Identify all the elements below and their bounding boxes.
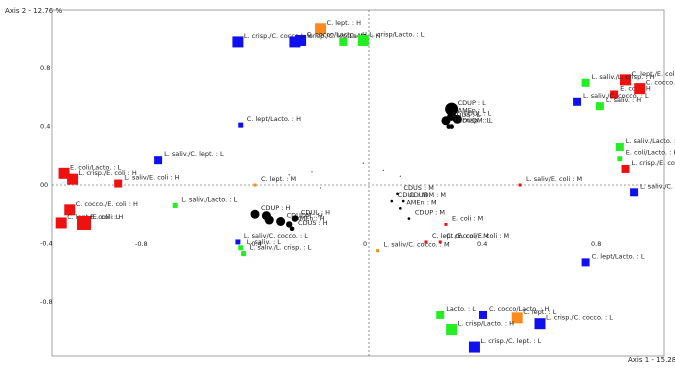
- data-point-circle: [251, 210, 260, 219]
- data-point-square: [241, 251, 246, 256]
- data-point-label: L. saliv./Lacto. : L: [181, 195, 237, 203]
- data-point-square: [582, 258, 590, 266]
- data-point-label: L. saliv/C. cocco. : M: [384, 241, 450, 249]
- data-point-label: L. crisp/Lacto. : H: [458, 320, 514, 328]
- speck: [289, 174, 290, 175]
- data-point-label: C. cocco./E. coli : H: [76, 200, 138, 208]
- data-point-label: Lacto. : L: [446, 305, 476, 313]
- data-point-label: CDUL : H: [301, 209, 330, 217]
- data-point-square: [622, 165, 630, 173]
- data-point-square: [596, 102, 604, 110]
- data-point-square: [617, 156, 622, 161]
- x-tick-label: 0.8: [591, 240, 601, 248]
- data-point-label: L. saliv./L. crisp. : L: [250, 244, 312, 252]
- data-point-circle: [391, 200, 394, 203]
- speck: [320, 187, 321, 188]
- data-point-square: [358, 35, 369, 46]
- data-point-square: [232, 36, 243, 47]
- data-point-label: L. crisp./E. coli : H: [79, 169, 137, 177]
- data-point-circle: [399, 207, 402, 210]
- data-point-circle: [441, 116, 450, 125]
- y-axis-title: Axis 2 - 12.76 %: [5, 7, 62, 15]
- data-point-square: [573, 98, 581, 106]
- data-point-label: L. saliv./C. lept. : H: [640, 182, 675, 190]
- data-point-label: L. crisp/Lacto. : L: [369, 30, 424, 38]
- data-point-label: L. saliv./C. lept. : L: [164, 150, 224, 158]
- speck: [363, 163, 364, 164]
- data-point-label: CDUDM : L: [458, 117, 493, 125]
- data-point-square: [67, 174, 78, 185]
- data-point-label: C. lept. : M: [261, 175, 296, 183]
- speck: [383, 170, 384, 171]
- data-point-label: AMEn : M: [406, 198, 436, 206]
- x-axis-title: Axis 1 - 15.28 %: [628, 356, 675, 364]
- data-point-square: [582, 79, 590, 87]
- data-point-label: L. saliv. : H: [606, 96, 641, 104]
- data-point-square: [77, 216, 91, 230]
- data-point-label: C. lept. : H: [327, 19, 362, 27]
- x-tick-label: 0.4: [477, 240, 487, 248]
- data-point-square: [519, 184, 522, 187]
- plot-frame: [52, 10, 664, 356]
- data-point-square: [446, 324, 457, 335]
- data-point-square: [479, 311, 487, 319]
- data-point-square: [238, 245, 243, 250]
- data-point-square: [436, 311, 444, 319]
- data-point-circle: [265, 216, 274, 225]
- data-point-square: [535, 318, 546, 329]
- data-point-label: L. crisp./C. cocco. : L: [546, 314, 613, 322]
- data-point-circle: [402, 200, 405, 203]
- data-point-label: C. lept/Lacto. : H: [247, 115, 301, 123]
- data-point-label: C. lept/Lacto. : L: [592, 252, 645, 260]
- y-tick-label: 0: [44, 181, 48, 189]
- y-tick-label: 0.4: [40, 123, 50, 131]
- y-tick-label: -0.4: [40, 239, 53, 247]
- data-point-square: [376, 249, 379, 252]
- data-point-circle: [408, 217, 411, 220]
- data-point-label: L. saliv./Lacto. : H: [626, 137, 675, 145]
- data-point-square: [254, 184, 257, 187]
- y-tick-label: -0.8: [40, 298, 53, 306]
- speck: [400, 176, 401, 177]
- data-point-label: E. coli : M: [452, 214, 483, 222]
- data-point-label: C. cocco./E. coli : M: [446, 232, 509, 240]
- data-point-square: [56, 217, 67, 228]
- data-point-circle: [290, 227, 295, 232]
- y-tick-label: 0.8: [40, 64, 50, 72]
- data-point-square: [339, 38, 347, 46]
- data-point-label: L. crisp./C. lept. : L: [480, 337, 541, 345]
- data-point-square: [444, 223, 447, 226]
- data-point-circle: [276, 217, 285, 226]
- data-point-label: E. coli/Lacto. : H: [626, 149, 675, 157]
- data-point-label: CDUP : M: [415, 209, 445, 217]
- x-tick-label: 0: [363, 240, 367, 248]
- data-point-square: [616, 143, 624, 151]
- data-point-label: E. coli : L: [90, 213, 120, 221]
- data-point-square: [289, 36, 300, 47]
- data-point-label: L. saliv/E. coli : M: [526, 175, 582, 183]
- x-tick-label: -0.8: [135, 240, 148, 248]
- speck: [311, 171, 312, 172]
- data-point-square: [469, 342, 480, 353]
- data-point-square: [114, 180, 122, 188]
- data-point-square: [173, 203, 178, 208]
- data-point-label: L. crisp./E. coli : L: [632, 159, 675, 167]
- data-point-square: [154, 156, 162, 164]
- data-point-label: CDUS : H: [298, 219, 328, 227]
- data-point-square: [235, 239, 240, 244]
- data-point-square: [630, 188, 638, 196]
- data-point-square: [238, 123, 243, 128]
- data-point-circle: [449, 124, 454, 129]
- data-point-label: C. cocco./E. coli : H: [646, 79, 675, 87]
